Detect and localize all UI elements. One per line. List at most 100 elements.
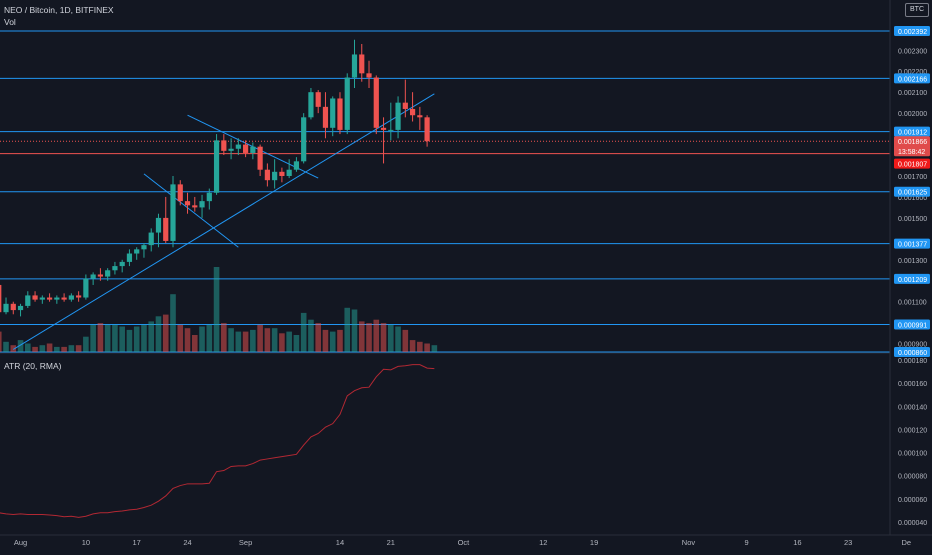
volume-bar — [25, 343, 31, 352]
price-tick-label: 0.001700 — [898, 174, 927, 181]
candle-body — [3, 303, 9, 313]
candle-body — [293, 161, 300, 170]
volume-bar — [32, 346, 38, 352]
candle-body — [206, 192, 212, 202]
red-level-label: 0.001807 — [898, 162, 927, 169]
volume-bar — [170, 294, 176, 352]
candle-body — [286, 169, 292, 176]
volume-bar — [141, 324, 147, 352]
level-price-tag — [894, 126, 930, 137]
level-price-label: 0.001377 — [898, 242, 927, 249]
volume-bar — [10, 345, 17, 352]
volume-bar — [257, 324, 263, 352]
candle-body — [17, 305, 24, 311]
volume-bar — [184, 328, 191, 352]
volume-bar — [250, 329, 256, 352]
atr-tick-label: 0.000160 — [898, 381, 927, 388]
time-tick-label: 12 — [539, 538, 547, 547]
volume-bar — [119, 326, 125, 352]
candle-body — [322, 106, 329, 128]
volume-bar — [177, 324, 184, 352]
time-tick-label: De — [901, 538, 911, 547]
volume-bar — [409, 340, 416, 352]
time-tick-label: Sep — [239, 538, 252, 547]
atr-tick-label: 0.000140 — [898, 404, 927, 411]
atr-tick-label: 0.000080 — [898, 474, 927, 481]
volume-bar — [213, 267, 220, 352]
volume-bar — [322, 329, 329, 352]
time-tick-label: Nov — [682, 538, 696, 547]
time-tick-label: 23 — [844, 538, 852, 547]
price-tick-label: 0.001600 — [898, 195, 927, 202]
atr-tick-label: 0.000120 — [898, 427, 927, 434]
price-tick-label: 0.001500 — [898, 216, 927, 223]
level-price-tag — [894, 347, 930, 357]
trendlines — [13, 93, 435, 350]
price-tick-label: 0.002000 — [898, 111, 927, 118]
level-price-label: 0.001625 — [898, 190, 927, 197]
volume-bar — [191, 335, 198, 352]
level-price-label: 0.002392 — [898, 29, 927, 36]
volume-bar — [300, 312, 307, 352]
time-tick-label: 9 — [744, 538, 748, 547]
candle-body — [264, 169, 270, 181]
candle-body — [148, 232, 154, 246]
candle-body — [257, 146, 263, 170]
level-price-tag — [894, 186, 930, 197]
countdown-label: 13:58:42 — [898, 149, 925, 156]
volume-bar — [90, 324, 96, 352]
volume-bar — [0, 331, 2, 352]
volume-bar — [308, 319, 314, 352]
time-tick-label: Oct — [458, 538, 471, 547]
candle-body — [301, 117, 307, 162]
volume-bar — [417, 341, 423, 352]
time-tick-label: 17 — [133, 538, 141, 547]
level-price-tag — [894, 238, 930, 249]
volume-bar — [366, 323, 372, 352]
volume-bar — [104, 324, 111, 352]
candle-body — [228, 148, 234, 151]
volume-bar — [68, 345, 75, 352]
candle-body — [344, 77, 350, 130]
volume-bar — [337, 329, 343, 352]
candle-body — [279, 171, 285, 176]
atr-line — [0, 364, 435, 518]
candle-body — [395, 102, 401, 130]
candle-body — [308, 92, 314, 118]
candle-body — [221, 140, 227, 151]
horizontal-levels — [0, 30, 890, 353]
volume-bar — [97, 323, 104, 352]
time-tick-label: 24 — [183, 538, 191, 547]
candle-body — [388, 129, 394, 131]
volume-bar — [388, 324, 394, 352]
volume-bar — [133, 326, 140, 352]
time-tick-label: 16 — [793, 538, 801, 547]
volume-bar — [351, 309, 358, 352]
volume-bar — [380, 323, 387, 352]
candle-body — [315, 92, 321, 107]
candlesticks — [0, 39, 430, 317]
volume-bar — [39, 345, 46, 352]
time-tick-label: 21 — [387, 538, 395, 547]
candle-body — [373, 77, 379, 128]
time-tick-label: 10 — [82, 538, 90, 547]
atr-tick-label: 0.000060 — [898, 497, 927, 504]
candle-body — [90, 274, 96, 279]
level-price-label: 0.001912 — [898, 130, 927, 137]
price-tick-label: 0.002100 — [898, 90, 927, 97]
level-price-tag — [894, 26, 930, 36]
current-price-tag — [894, 136, 930, 157]
currency-badge[interactable]: BTC — [905, 3, 929, 17]
volume-bar — [17, 340, 24, 352]
price-tick-label: 0.001100 — [898, 300, 927, 307]
candle-body — [192, 205, 198, 208]
volume-bar — [329, 331, 336, 352]
price-tick-label: 0.000900 — [898, 342, 927, 349]
volume-bar — [271, 328, 278, 352]
candle-body — [155, 217, 162, 233]
volume-bar — [235, 331, 242, 352]
candle-body — [97, 274, 103, 277]
